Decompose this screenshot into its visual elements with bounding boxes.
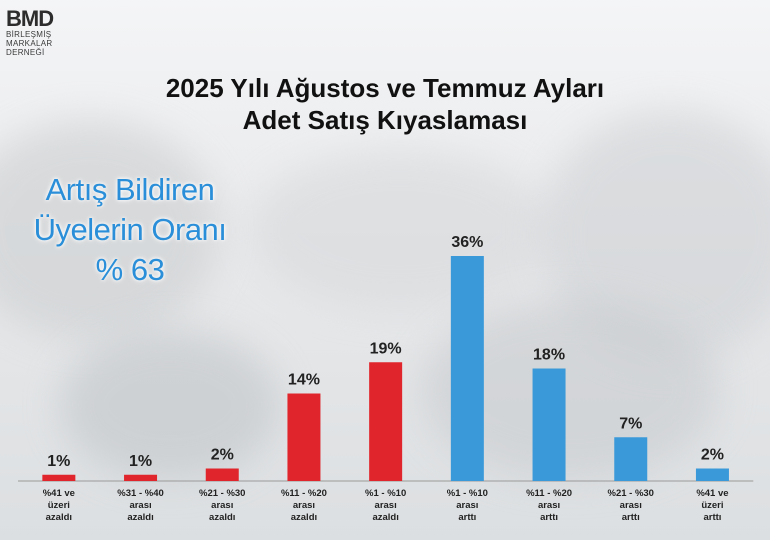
logo-mark: BMD (6, 6, 54, 31)
bar-6 (450, 256, 484, 481)
callout-line1: Artış Bildiren (45, 172, 215, 207)
bar-7 (532, 368, 566, 481)
category-label-7: %11 - %20 arası arttı (526, 488, 572, 523)
data-label-1: 1% (47, 453, 70, 470)
data-label-3: 2% (211, 447, 234, 464)
data-label-6: 36% (451, 234, 483, 251)
chart-title-line2: Adet Satış Kıyaslaması (242, 105, 528, 135)
bar-1 (42, 474, 76, 481)
data-label-5: 19% (370, 340, 402, 357)
callout-line2: Üyelerin Oranı (33, 212, 227, 247)
bar-9 (695, 468, 729, 481)
category-label-3: %21 - %30 arası azaldı (199, 488, 245, 523)
category-label-9: %41 ve üzeri arttı (696, 488, 728, 523)
data-label-9: 2% (701, 447, 724, 464)
callout-line3: % 63 (95, 252, 165, 287)
logo-sub-2: MARKALAR (6, 39, 53, 48)
logo-sub-3: DERNEĞİ (6, 48, 45, 57)
bar-5 (369, 362, 403, 481)
bmd-logo: BMD BİRLEŞMİŞ MARKALAR DERNEĞİ (6, 6, 54, 58)
data-label-2: 1% (129, 453, 152, 470)
logo-sub-1: BİRLEŞMİŞ (6, 30, 52, 39)
category-label-5: %1 - %10 arası azaldı (365, 488, 406, 523)
data-label-8: 7% (619, 415, 642, 432)
data-label-4: 14% (288, 372, 320, 389)
category-label-6: %1 - %10 arası arttı (447, 488, 488, 523)
bar-4 (287, 393, 321, 481)
increase-ratio-callout: Artış Bildiren Üyelerin Oranı % 63 (10, 170, 250, 290)
category-label-2: %31 - %40 arası azaldı (117, 488, 163, 523)
chart-title-line1: 2025 Yılı Ağustos ve Temmuz Ayları (165, 73, 605, 103)
chart-title: 2025 Yılı Ağustos ve Temmuz Ayları Adet … (0, 72, 770, 136)
data-label-7: 18% (533, 347, 565, 364)
category-label-8: %21 - %30 arası arttı (608, 488, 654, 523)
bar-3 (205, 468, 239, 481)
bar-2 (124, 474, 158, 481)
bar-8 (614, 437, 648, 481)
category-label-1: %41 ve üzeri azaldı (43, 488, 75, 523)
category-label-4: %11 - %20 arası azaldı (281, 488, 327, 523)
